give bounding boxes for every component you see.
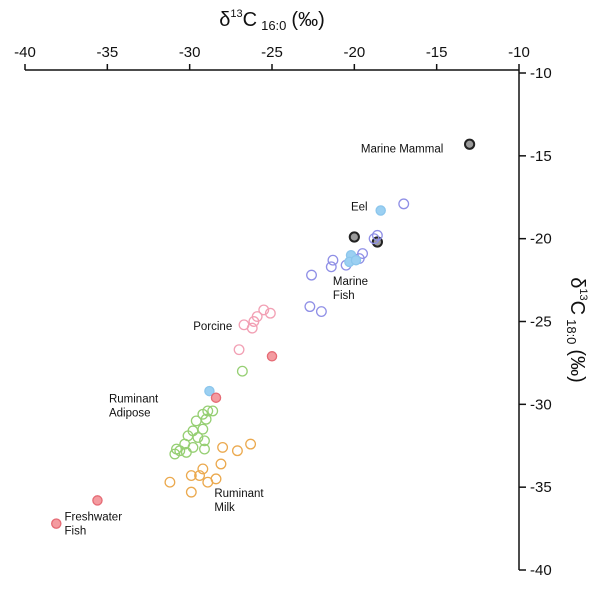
x-axis-title-sub: 16:0	[261, 18, 286, 33]
y-tick-label: -40	[530, 562, 552, 579]
x-tick-label: -40	[14, 44, 36, 61]
points-group	[51, 138, 476, 529]
data-point-ruminant-milk	[164, 476, 176, 488]
x-tick-label: -25	[261, 44, 283, 61]
x-tick-label: -10	[508, 44, 530, 61]
data-point-porcine-open	[264, 307, 276, 319]
data-point-ruminant-milk	[185, 486, 197, 498]
data-point-ruminant-adipose	[169, 448, 181, 460]
annotation-line: Milk	[214, 502, 235, 514]
data-point-eel	[204, 385, 215, 397]
y-axis-title-unit: (‰)	[566, 349, 588, 382]
annotation-label: Freshwater Fish	[65, 511, 123, 537]
data-point-ruminant-milk	[231, 445, 243, 457]
annotation-line: Marine Mammal	[361, 144, 443, 156]
data-point-ruminant-milk	[245, 438, 257, 450]
data-point-ruminant-adipose	[236, 365, 248, 377]
data-point-porcine-open	[258, 304, 270, 316]
data-point-ruminant-milk	[202, 476, 214, 488]
x-axis-title-main: δ	[219, 9, 230, 31]
annotation-line: Freshwater	[65, 511, 123, 523]
data-point-ruminant-milk	[217, 441, 229, 453]
y-tick-label: -10	[530, 65, 552, 82]
x-tick-label: -20	[343, 44, 365, 61]
annotation-line: Ruminant	[214, 488, 264, 500]
annotation-line: Ruminant	[109, 394, 159, 406]
y-tick-label: -20	[530, 231, 552, 248]
annotation-line: Eel	[351, 202, 368, 214]
data-point-marine-fish-open	[306, 269, 317, 281]
y-tick-label: -15	[530, 148, 552, 165]
data-point-ruminant-adipose	[199, 443, 210, 455]
data-point-marine-fish-open	[325, 261, 337, 273]
annotation-line: Porcine	[193, 321, 232, 333]
data-point-ruminant-adipose	[207, 405, 219, 417]
data-point-ruminant-milk	[185, 470, 197, 482]
x-tick-label: -35	[96, 44, 118, 61]
data-point-ruminant-adipose	[187, 441, 199, 453]
data-point-ruminant-adipose	[192, 432, 204, 443]
data-point-ruminant-adipose	[180, 446, 192, 458]
x-axis-title-unit: (‰)	[291, 9, 324, 31]
data-point-porcine-open	[233, 344, 245, 356]
annotation-label: Porcine	[193, 321, 232, 333]
annotations-group: Marine Mammal Eel Marine Fish Porcine Ruminan…	[65, 144, 444, 538]
y-axis-title: δ13C 18:0 (‰)	[564, 277, 589, 382]
annotation-label: Ruminant Adipose	[109, 394, 159, 420]
data-point-ruminant-adipose	[171, 443, 182, 455]
annotation-label: Ruminant Milk	[214, 488, 264, 514]
data-point-marine-fish-open	[371, 229, 383, 241]
data-point-porcine-open	[246, 322, 258, 334]
y-tick-label: -25	[530, 314, 552, 331]
x-axis-title: δ13C 16:0 (‰)	[219, 8, 324, 33]
annotation-line: Marine	[333, 276, 368, 288]
data-point-eel	[375, 205, 386, 216]
data-point-ruminant-milk	[197, 463, 209, 475]
data-point-eel	[350, 254, 362, 266]
data-point-marine-fish-open	[304, 301, 316, 313]
data-point-marine-fish-open	[368, 233, 380, 245]
data-point-marine-fish-open	[327, 254, 339, 266]
data-point-marine-fish-open	[398, 198, 410, 210]
data-point-porcine-filled	[51, 518, 62, 529]
data-point-marine-mammal	[348, 231, 360, 243]
y-tick-label: -35	[530, 479, 552, 496]
data-point-porcine-filled	[92, 495, 103, 506]
y-axis-title-main: δ	[566, 277, 588, 288]
data-point-ruminant-milk	[215, 458, 227, 470]
data-point-marine-mammal	[464, 138, 476, 150]
y-axis-title-base: C	[566, 301, 588, 315]
data-point-porcine-filled	[210, 392, 222, 403]
annotation-label: Eel	[351, 202, 368, 214]
data-point-marine-fish-open	[315, 306, 327, 318]
annotation-line: Adipose	[109, 408, 151, 420]
y-tick-label: -30	[530, 396, 552, 413]
y-axis-title-sup: 13	[577, 288, 589, 300]
data-point-ruminant-milk	[194, 470, 205, 482]
annotation-label: Marine Fish	[333, 276, 368, 302]
x-tick-label: -15	[426, 44, 448, 61]
x-tick-label: -30	[179, 44, 201, 61]
data-point-ruminant-adipose	[200, 413, 212, 425]
annotation-label: Marine Mammal	[361, 144, 443, 156]
data-point-ruminant-adipose	[190, 415, 202, 427]
y-axis-title-sub: 18:0	[564, 319, 579, 344]
axes-group: -40 -35 -30 -25 -20 -15 -10-10 -15 -20 -25 -30 -35 -…	[14, 8, 589, 579]
x-axis-title-sup: 13	[230, 8, 242, 20]
data-point-porcine-open	[248, 316, 260, 327]
annotation-line: Fish	[65, 525, 87, 537]
x-axis-title-base: C	[243, 9, 257, 31]
data-point-ruminant-adipose	[199, 435, 210, 447]
data-point-porcine-filled	[266, 351, 278, 362]
annotation-line: Fish	[333, 290, 355, 302]
